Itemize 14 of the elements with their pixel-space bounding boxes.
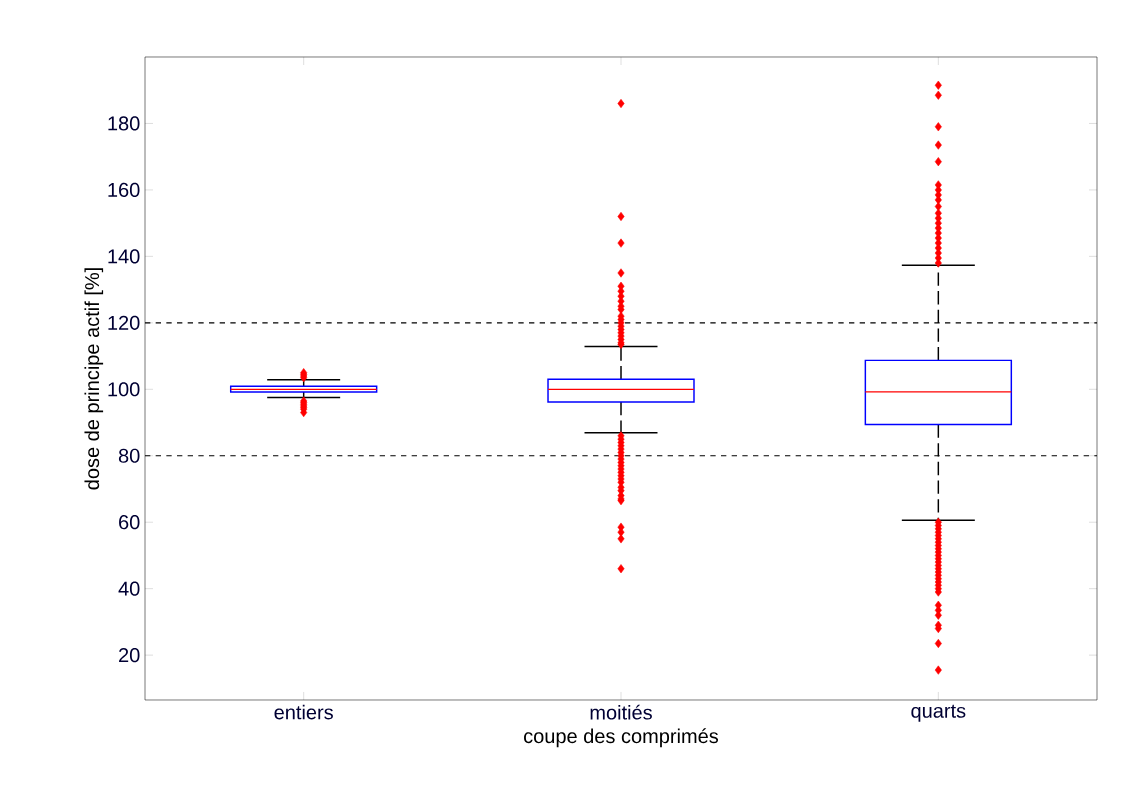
x-tick-label: quarts: [911, 704, 966, 722]
y-tick-label: 160: [108, 182, 140, 197]
y-tick-label: 140: [108, 249, 140, 264]
x-axis-title: coupe des comprimés: [524, 728, 719, 748]
y-tick-label: 60: [119, 515, 140, 530]
y-tick-label: 120: [108, 315, 140, 330]
x-tick-label: entiers: [274, 704, 333, 720]
y-axis-title: dose de principe actif [%]: [84, 268, 104, 490]
y-tick-label: 20: [119, 648, 140, 663]
y-tick-label: 100: [108, 382, 140, 397]
y-tick-label: 40: [118, 581, 140, 596]
x-tick-label: moitiés: [590, 704, 652, 720]
y-tick-label: 80: [118, 448, 140, 463]
y-tick-label: 180: [108, 116, 140, 131]
